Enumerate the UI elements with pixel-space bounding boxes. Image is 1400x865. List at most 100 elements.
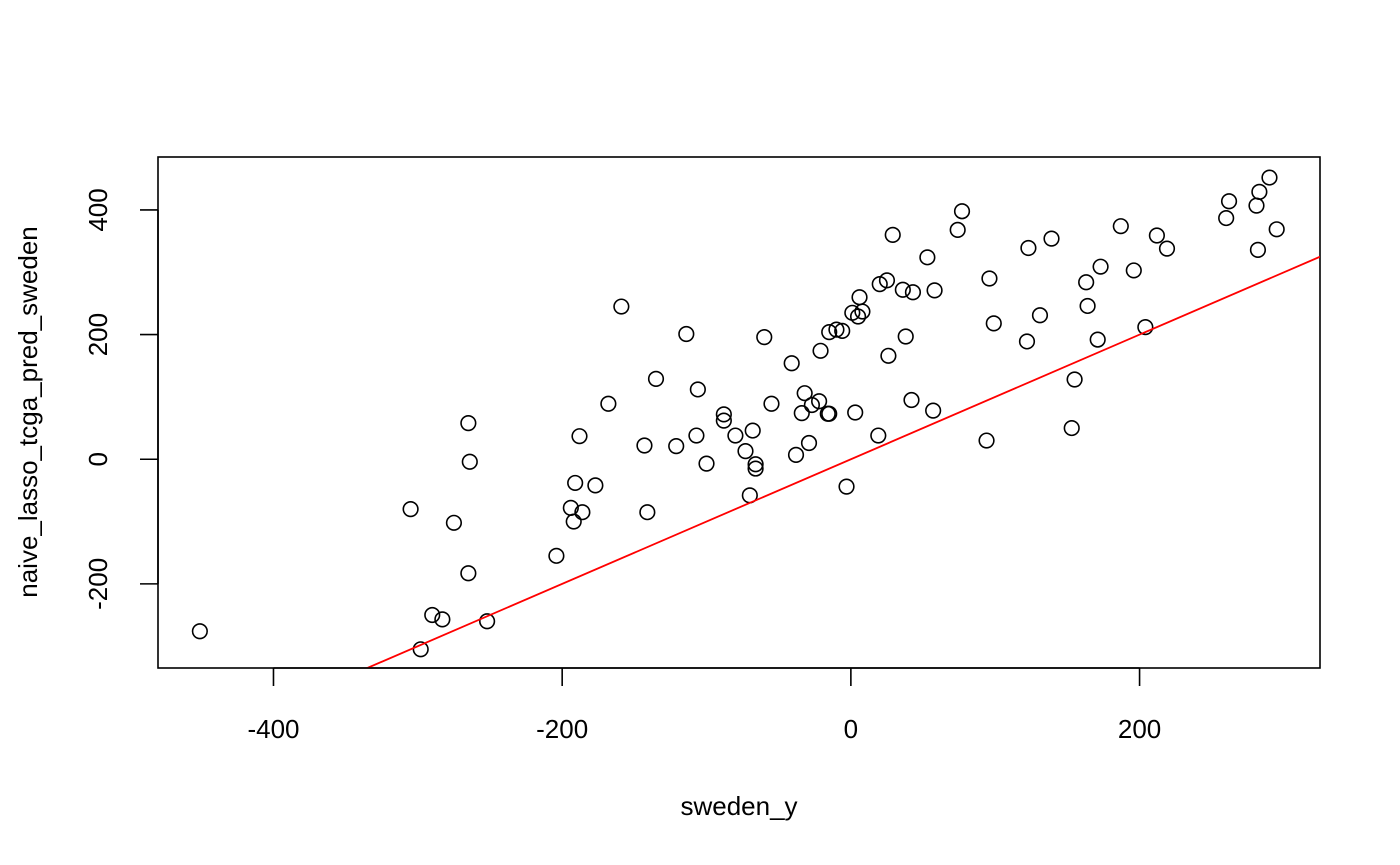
data-point [636, 437, 653, 454]
data-point [412, 641, 429, 658]
data-point [811, 393, 828, 410]
data-point [800, 434, 818, 452]
data-point [1112, 218, 1129, 235]
data-point [919, 249, 936, 266]
x-tick-label: -200 [536, 714, 588, 744]
data-point [1092, 258, 1109, 275]
data-point [715, 412, 732, 429]
data-point [747, 460, 764, 477]
data-point [1218, 209, 1235, 227]
data-point [949, 221, 966, 239]
data-point [756, 328, 773, 346]
data-point [985, 315, 1002, 332]
data-point [1089, 331, 1106, 348]
data-point [460, 565, 477, 582]
plot-frame [157, 156, 1321, 669]
data-point [727, 427, 744, 444]
y-tick-label: -200 [83, 558, 113, 610]
data-point [1078, 274, 1095, 291]
data-point [870, 427, 887, 444]
y-axis-title: naive_lasso_tcga_pred_sweden [13, 226, 43, 598]
x-tick-label: 200 [1118, 714, 1161, 744]
data-point [981, 270, 998, 287]
data-point [854, 303, 871, 320]
data-point [847, 404, 864, 421]
data-point [821, 324, 838, 341]
data-point [1063, 419, 1080, 437]
data-point [587, 477, 604, 494]
x-tick-label: -400 [247, 714, 299, 744]
data-point [838, 478, 855, 495]
data-point [445, 514, 463, 531]
data-point [737, 443, 754, 460]
data-point [1268, 221, 1285, 238]
data-point [613, 298, 630, 315]
data-point [548, 547, 565, 564]
reference-line-layer [365, 255, 1320, 668]
data-point [1079, 297, 1096, 315]
data-point [884, 226, 901, 243]
data-point [897, 328, 914, 345]
identity-line [365, 255, 1320, 668]
data-point [821, 405, 838, 422]
data-point [904, 284, 922, 301]
data-point [851, 289, 868, 306]
data-point [828, 321, 845, 338]
data-point [1043, 230, 1060, 247]
data-point [1261, 169, 1278, 186]
data-point [787, 446, 805, 463]
data-point [1031, 307, 1049, 324]
points-layer [191, 169, 1285, 658]
data-point [600, 395, 617, 412]
data-point [461, 453, 478, 470]
data-point [1251, 183, 1268, 200]
data-point [793, 405, 810, 422]
data-point [763, 395, 780, 412]
y-tick-label: 400 [83, 188, 113, 231]
data-point [571, 428, 588, 445]
data-point [894, 281, 911, 298]
data-point [903, 391, 920, 409]
data-point [812, 342, 829, 359]
data-point [639, 504, 656, 521]
x-axis-title: sweden_y [680, 791, 797, 821]
data-point [849, 308, 867, 325]
data-point [647, 370, 665, 387]
data-point [744, 422, 761, 439]
data-point [424, 606, 441, 624]
data-point [1148, 227, 1165, 244]
data-point [834, 322, 851, 339]
data-point [1248, 197, 1265, 214]
data-point [688, 427, 705, 444]
data-point [925, 402, 942, 419]
data-point [574, 504, 591, 521]
y-axis: -200 0 200 400 [83, 188, 159, 610]
data-point [191, 623, 208, 640]
data-point [567, 474, 584, 492]
data-point [1125, 262, 1142, 279]
data-point [953, 203, 971, 220]
data-point [1158, 240, 1176, 257]
data-point [678, 325, 695, 343]
data-point [796, 385, 813, 402]
data-point [698, 455, 715, 472]
data-point [926, 282, 943, 299]
data-point [715, 406, 732, 423]
data-point [878, 272, 896, 289]
data-point [747, 456, 764, 473]
data-point [565, 513, 582, 530]
data-point [783, 355, 800, 372]
x-tick-label: 0 [844, 714, 858, 744]
data-point [978, 432, 995, 449]
data-point [1249, 241, 1267, 258]
data-point [668, 438, 685, 455]
y-tick-label: 0 [83, 452, 113, 466]
data-point [402, 500, 419, 518]
data-point [434, 611, 451, 628]
x-axis: -400 -200 0 200 [247, 667, 1161, 744]
data-point [1018, 333, 1036, 350]
data-point [689, 381, 706, 398]
data-point [1020, 239, 1037, 257]
y-tick-label: 200 [83, 313, 113, 356]
